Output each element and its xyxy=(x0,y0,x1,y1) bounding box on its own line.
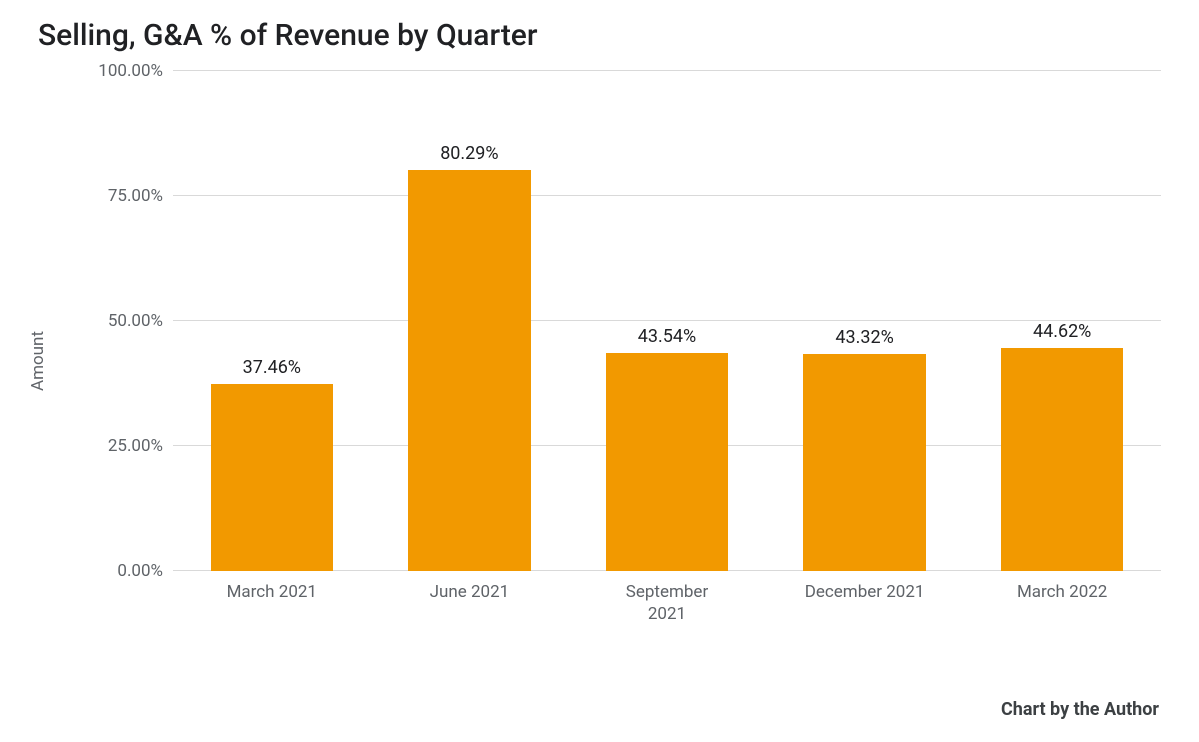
x-tick-label: March 2021 xyxy=(173,581,371,625)
chart-credit: Chart by the Author xyxy=(1001,699,1159,720)
bar-slot: 44.62% xyxy=(963,71,1161,571)
y-tick-label: 50.00% xyxy=(108,311,163,331)
bars-group: 37.46% 80.29% 43.54% 43.32% xyxy=(173,71,1161,571)
plot-area: 37.46% 80.29% 43.54% 43.32% xyxy=(173,71,1161,571)
y-tick-label: 75.00% xyxy=(108,186,163,206)
bar-value-label: 44.62% xyxy=(1033,321,1091,342)
bar-slot: 80.29% xyxy=(371,71,569,571)
bar-value-label: 43.32% xyxy=(835,327,893,348)
bar: 44.62% xyxy=(1001,348,1124,571)
bar-slot: 43.54% xyxy=(568,71,766,571)
plot-region: Amount 0.00% 25.00% 50.00% 75.00% 100.00… xyxy=(38,61,1161,661)
x-tick-label: March 2022 xyxy=(963,581,1161,625)
bar-value-label: 37.46% xyxy=(243,357,301,378)
x-ticks: March 2021 June 2021 September2021 Decem… xyxy=(173,581,1161,625)
bar: 80.29% xyxy=(408,170,531,571)
y-tick-label: 100.00% xyxy=(98,61,163,81)
x-tick-label: September2021 xyxy=(568,581,766,625)
chart-container: Selling, G&A % of Revenue by Quarter Amo… xyxy=(38,18,1161,661)
bar-value-label: 80.29% xyxy=(440,143,498,164)
bar: 43.54% xyxy=(606,353,729,571)
y-axis-label: Amount xyxy=(28,331,48,391)
y-tick-label: 25.00% xyxy=(108,436,163,456)
x-tick-label: December 2021 xyxy=(766,581,964,625)
x-tick-label: June 2021 xyxy=(371,581,569,625)
bar: 37.46% xyxy=(211,384,334,571)
bar: 43.32% xyxy=(803,354,926,571)
chart-title: Selling, G&A % of Revenue by Quarter xyxy=(38,18,1161,53)
bar-slot: 37.46% xyxy=(173,71,371,571)
bar-value-label: 43.54% xyxy=(638,326,696,347)
bar-slot: 43.32% xyxy=(766,71,964,571)
y-tick-label: 0.00% xyxy=(117,561,163,581)
